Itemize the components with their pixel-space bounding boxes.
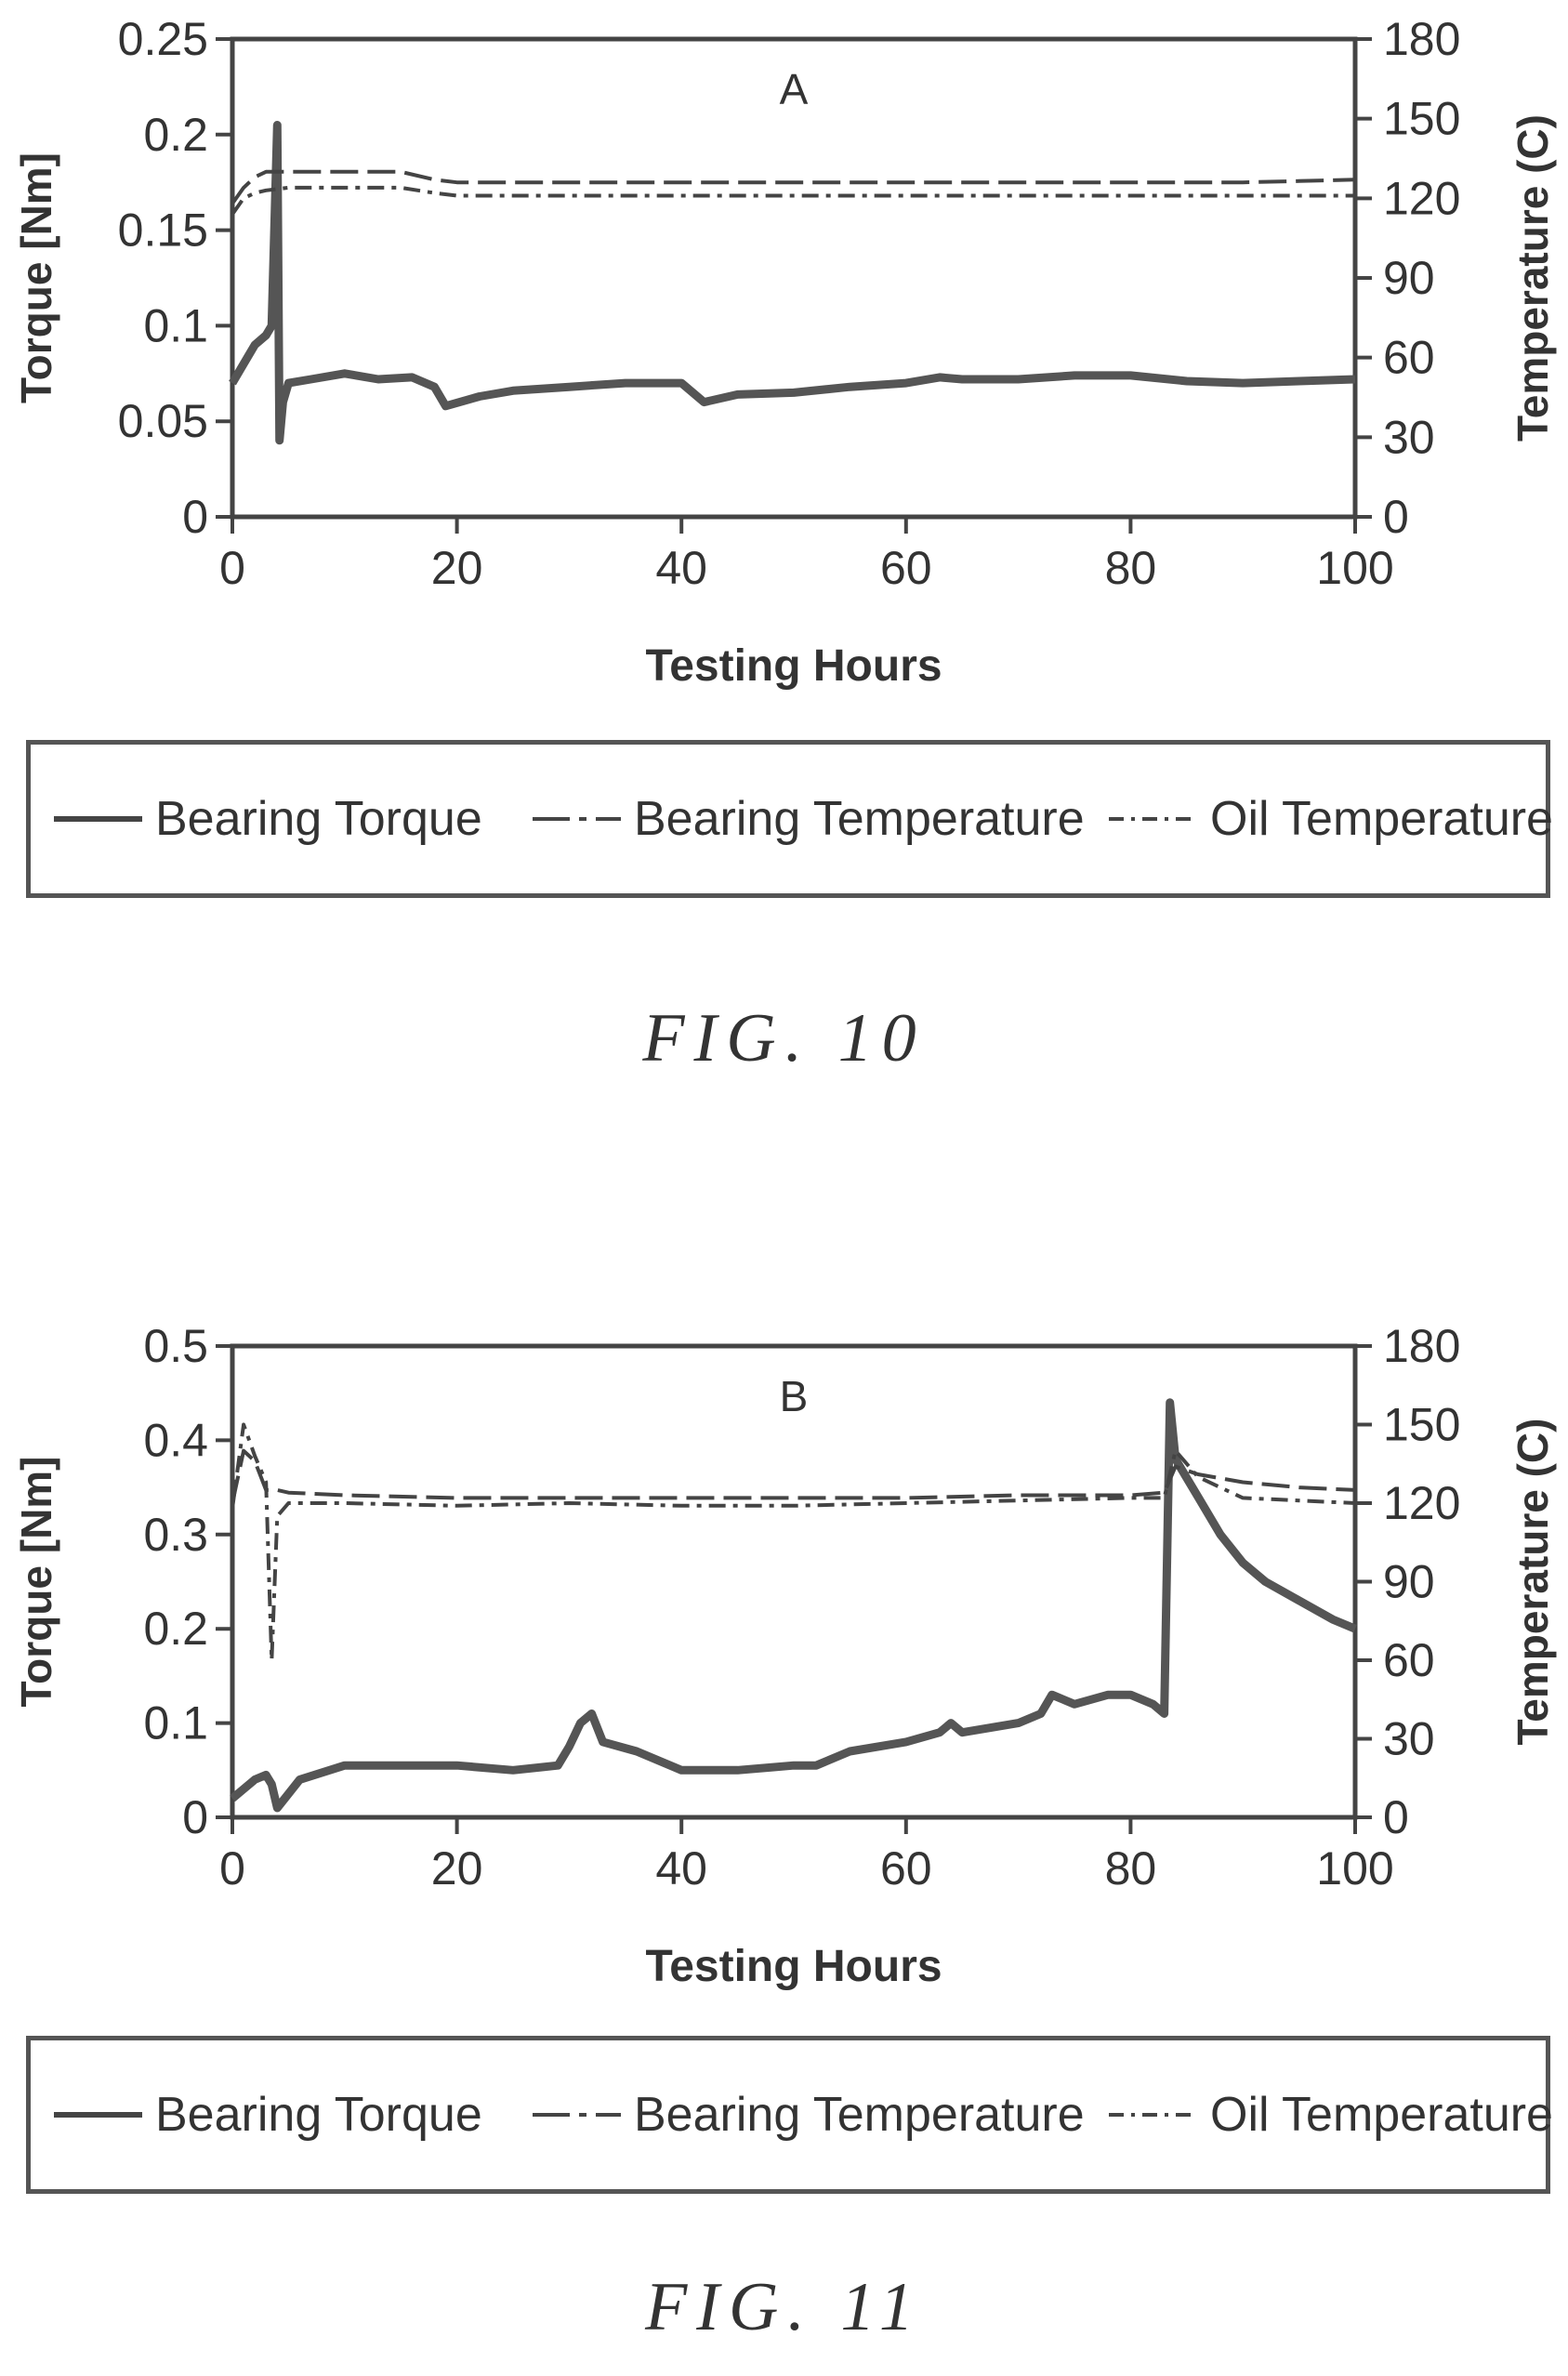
series-line-bearing-torque — [229, 121, 1356, 445]
y-tick-label: 0.4 — [143, 1414, 208, 1466]
legend-dashed-line-icon — [533, 817, 621, 821]
x-tick-label: 60 — [880, 1842, 932, 1894]
legend-item-bearing-torque: Bearing Torque — [54, 2040, 482, 2189]
legend-solid-line-icon — [54, 816, 142, 822]
legend-item-oil-temperature: Oil Temperature — [1109, 745, 1553, 893]
y2-tick-label: 90 — [1383, 1556, 1435, 1608]
y-tick-label: 0.1 — [143, 299, 208, 351]
x-tick-label: 40 — [655, 1842, 707, 1894]
legend-item-bearing-temperature: Bearing Temperature — [533, 745, 1085, 893]
x-tick-label: 80 — [1105, 1842, 1157, 1894]
y2-tick-label: 0 — [1383, 491, 1409, 543]
series-line-bearing-temperature — [231, 169, 1356, 205]
legend-label: Bearing Temperature — [634, 792, 1085, 846]
y2-tick-label: 90 — [1383, 252, 1435, 304]
y2-tick-label: 150 — [1383, 93, 1460, 145]
y2-tick-label: 180 — [1383, 13, 1460, 65]
y-tick-label: 0.05 — [118, 395, 208, 447]
y2-axis-title: Temperature (C) — [1509, 114, 1557, 442]
x-tick-label: 0 — [219, 542, 245, 594]
y-tick-label: 0.15 — [118, 205, 208, 257]
x-tick-label: 20 — [431, 1842, 483, 1894]
series-line-oil-temperature — [231, 1422, 1356, 1662]
y2-tick-label: 60 — [1383, 332, 1435, 384]
legend-label: Oil Temperature — [1210, 792, 1553, 846]
x-axis-title: Testing Hours — [645, 1942, 942, 1991]
y-tick-label: 0.1 — [143, 1697, 208, 1749]
y-axis-title: Torque [Nm] — [12, 1456, 60, 1707]
x-tick-label: 0 — [219, 1842, 245, 1894]
x-tick-label: 100 — [1316, 542, 1393, 594]
legend-label: Bearing Temperature — [634, 2088, 1085, 2142]
y-tick-label: 0.2 — [143, 1603, 208, 1655]
y2-tick-label: 120 — [1383, 1477, 1460, 1529]
x-tick-label: 80 — [1105, 542, 1157, 594]
y2-tick-label: 60 — [1383, 1634, 1435, 1686]
legend-box-fig11: Bearing Torque Bearing Temperature Oil T… — [26, 2036, 1553, 2194]
legend-dashed-line-icon — [533, 2113, 621, 2117]
series-line-oil-temperature — [231, 185, 1355, 216]
legend-item-bearing-torque: Bearing Torque — [54, 745, 482, 893]
x-tick-label: 20 — [431, 542, 483, 594]
y2-tick-label: 30 — [1383, 411, 1435, 463]
y-tick-label: 0.3 — [143, 1509, 208, 1561]
legend-dashdot-line-icon — [1109, 2113, 1197, 2117]
figure-caption-fig11: FIG. 11 — [645, 2269, 923, 2345]
series-line-bearing-torque — [230, 1398, 1357, 1813]
y-tick-label: 0.2 — [143, 109, 208, 161]
plot-title: B — [780, 1372, 809, 1420]
legend-label: Bearing Torque — [155, 792, 482, 846]
y-tick-label: 0 — [182, 491, 208, 543]
legend-label: Oil Temperature — [1210, 2088, 1553, 2142]
y2-tick-label: 120 — [1383, 172, 1460, 224]
x-tick-label: 40 — [655, 542, 707, 594]
y2-tick-label: 30 — [1383, 1713, 1435, 1765]
y-axis-title: Torque [Nm] — [12, 152, 60, 403]
y2-tick-label: 0 — [1383, 1791, 1409, 1843]
y-tick-label: 0 — [182, 1791, 208, 1843]
figure-caption-fig10: FIG. 10 — [642, 1000, 926, 1076]
legend-item-bearing-temperature: Bearing Temperature — [533, 2040, 1085, 2189]
y-tick-label: 0.25 — [118, 13, 208, 65]
y-tick-label: 0.5 — [143, 1320, 208, 1372]
y2-tick-label: 180 — [1383, 1320, 1460, 1372]
legend-item-oil-temperature: Oil Temperature — [1109, 2040, 1553, 2189]
plot-title: A — [780, 65, 809, 113]
legend-label: Bearing Torque — [155, 2088, 482, 2142]
y2-axis-title: Temperature (C) — [1509, 1419, 1557, 1746]
x-axis-title: Testing Hours — [645, 641, 942, 691]
y2-tick-label: 150 — [1383, 1399, 1460, 1451]
legend-dashdot-line-icon — [1109, 817, 1197, 821]
x-tick-label: 60 — [880, 542, 932, 594]
x-tick-label: 100 — [1316, 1842, 1393, 1894]
legend-box-fig10: Bearing Torque Bearing Temperature Oil T… — [26, 740, 1553, 898]
legend-solid-line-icon — [54, 2112, 142, 2118]
